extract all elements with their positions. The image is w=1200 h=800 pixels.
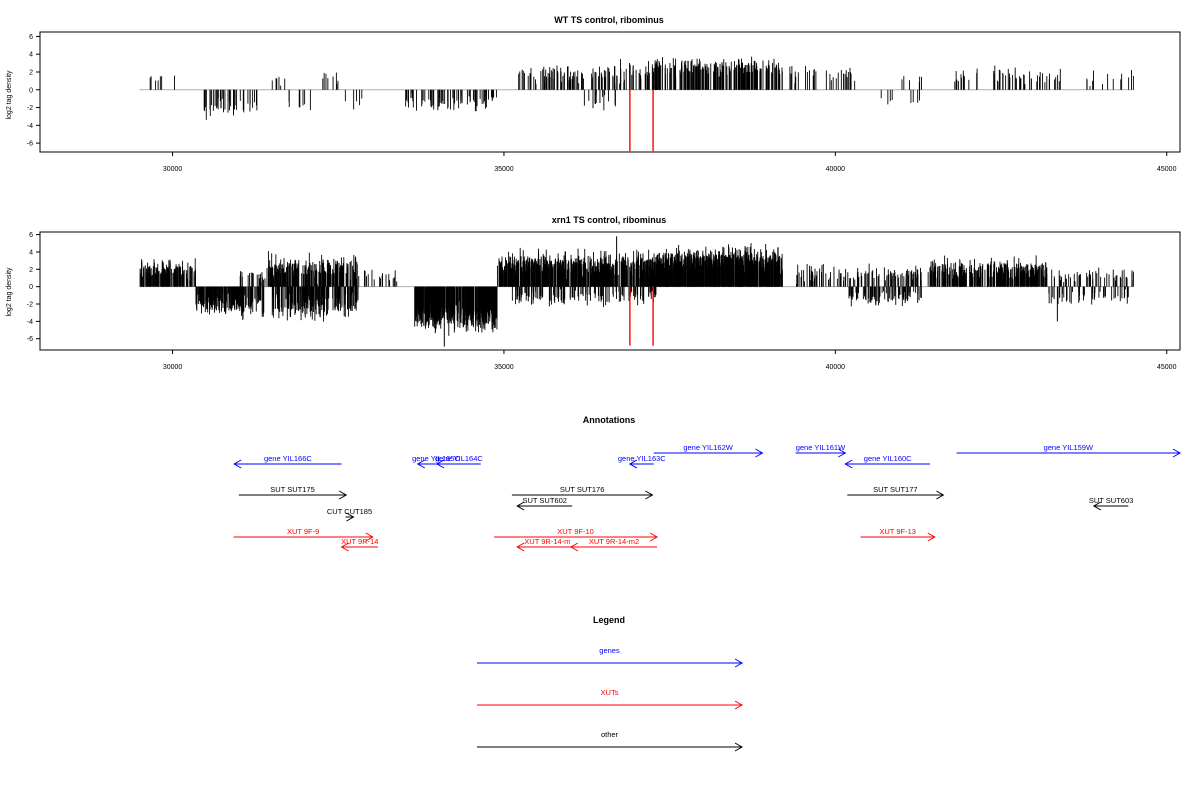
other-label: SUT SUT603 xyxy=(1089,496,1133,505)
x-tick-label: 40000 xyxy=(826,166,846,173)
gene-arrow-head xyxy=(416,459,426,469)
xut-arrow-head xyxy=(516,542,525,552)
other-arrow-head xyxy=(645,490,654,500)
y-tick-label: -2 xyxy=(27,105,33,112)
gene-arrow-head xyxy=(755,448,764,458)
x-tick-label: 30000 xyxy=(163,364,183,371)
x-tick-label: 35000 xyxy=(494,364,514,371)
other-label: SUT SUT602 xyxy=(522,496,566,505)
gene-label: gene YIL165C xyxy=(412,454,460,463)
legend-title: Legend xyxy=(593,615,625,625)
y-tick-label: -6 xyxy=(27,141,33,148)
gene-arrow-head xyxy=(838,448,847,458)
gene-arrow-head xyxy=(1172,448,1182,458)
gene-label: gene YIL162W xyxy=(683,443,733,452)
gene-label: gene YIL166C xyxy=(264,454,312,463)
xut-label: XUT 9F-9 xyxy=(287,527,319,536)
legend-xut-arrow-head xyxy=(734,700,744,710)
y-tick-label: 2 xyxy=(29,70,33,77)
y-tick-label: -2 xyxy=(27,302,33,309)
plot-frame xyxy=(39,31,1181,153)
y-axis-label: log2 tag density xyxy=(6,267,13,317)
other-label: SUT SUT176 xyxy=(560,485,604,494)
xut-label: XUT 9R-14-m2 xyxy=(589,537,639,546)
gene-arrow-head xyxy=(233,459,242,469)
legend-gene-arrow-head xyxy=(734,658,744,668)
y-tick-label: 2 xyxy=(29,267,33,274)
legend-other-arrow-head xyxy=(734,742,744,752)
y-tick-label: 6 xyxy=(29,232,33,239)
other-label: CUT CUT185 xyxy=(327,507,372,516)
wt-track-panel: WT TS control, ribominus log2 tag densit… xyxy=(6,15,1181,173)
other-label: SUT SUT175 xyxy=(270,485,314,494)
other-arrow-head xyxy=(936,490,945,500)
xut-arrow-head xyxy=(365,532,374,542)
x-tick-label: 30000 xyxy=(163,166,183,173)
other-label: SUT SUT177 xyxy=(873,485,917,494)
y-tick-label: 4 xyxy=(29,249,33,256)
xut-arrow-head xyxy=(927,532,936,542)
x-tick-label: 45000 xyxy=(1157,166,1177,173)
legend-gene-label: genes xyxy=(599,646,620,655)
annotations-panel: Annotations gene YIL166C gene YIL165Cgene… xyxy=(233,415,1182,552)
gene-label: gene YIL163C xyxy=(618,454,666,463)
y-tick-label: -4 xyxy=(27,319,33,326)
y-axis-label: log2 tag density xyxy=(6,70,13,120)
gene-arrow-head xyxy=(844,459,853,469)
x-tick-label: 35000 xyxy=(494,166,514,173)
y-tick-label: 4 xyxy=(29,52,33,59)
y-tick-label: 0 xyxy=(29,284,33,291)
gene-label: gene YIL161W xyxy=(796,443,846,452)
annotations-title: Annotations xyxy=(583,415,636,425)
x-tick-label: 45000 xyxy=(1157,364,1177,371)
gene-label: gene YIL164C xyxy=(435,454,483,463)
other-arrow-head xyxy=(516,501,525,511)
xut-label: XUT 9F-10 xyxy=(557,527,594,536)
gene-label: gene YIL159W xyxy=(1044,443,1094,452)
gene-label: gene YIL160C xyxy=(864,454,912,463)
y-tick-label: 6 xyxy=(29,34,33,41)
xut-arrow-head xyxy=(649,532,659,542)
other-arrow-head xyxy=(338,490,348,500)
xut-label: XUT 9R-14-m xyxy=(524,537,570,546)
other-arrow-head xyxy=(1092,501,1102,511)
chart-title: xrn1 TS control, ribominus xyxy=(552,215,667,225)
xut-arrow-head xyxy=(569,542,579,552)
y-tick-label: -6 xyxy=(27,336,33,343)
gene-arrow-head xyxy=(628,459,638,469)
y-tick-label: -4 xyxy=(27,123,33,130)
plot-frame xyxy=(39,231,1181,351)
legend-xut-label: XUTs xyxy=(601,688,619,697)
xut-label: XUT 9R-14 xyxy=(341,537,378,546)
chart-title: WT TS control, ribominus xyxy=(554,15,664,25)
gene-arrow-head xyxy=(436,459,445,469)
xrn1-track-panel: xrn1 TS control, ribominus log2 tag dens… xyxy=(6,215,1181,371)
y-tick-label: 0 xyxy=(29,87,33,94)
legend-panel: Legend genes XUTs other xyxy=(477,615,744,752)
other-arrow-head xyxy=(346,512,355,522)
xut-label: XUT 9F-13 xyxy=(879,527,916,536)
x-tick-label: 40000 xyxy=(826,364,846,371)
legend-other-label: other xyxy=(601,730,619,739)
xut-arrow-head xyxy=(340,542,349,552)
